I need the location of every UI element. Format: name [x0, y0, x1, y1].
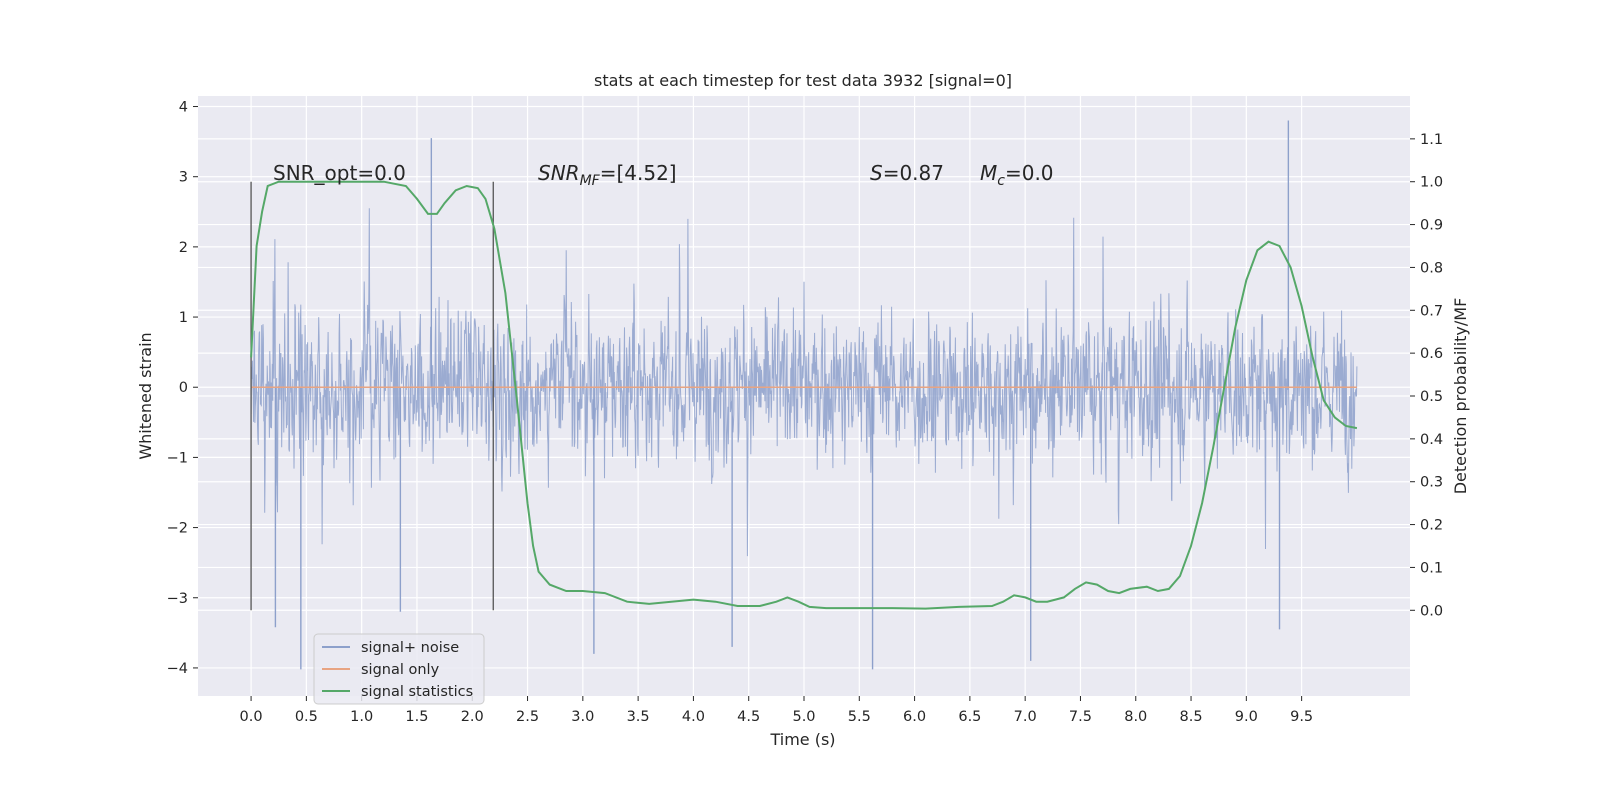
y-right-tick-label: 0.6 [1420, 346, 1443, 362]
x-tick-label: 9.5 [1290, 709, 1313, 725]
signal-statistics-line [250, 180, 1358, 610]
y-left-tick-label: −1 [167, 450, 188, 466]
legend-label-signal-only: signal only [361, 662, 440, 678]
y-right-tick-label: 0.2 [1420, 518, 1443, 534]
y-right-tick-label: 0.4 [1420, 432, 1443, 448]
annotation-s-symbol: S [870, 161, 883, 185]
y-right-tick-label: 0.9 [1420, 218, 1443, 234]
annotation-s: S=0.87 [870, 161, 944, 185]
x-tick-label: 6.0 [903, 709, 926, 725]
x-tick-label: 6.5 [958, 709, 981, 725]
y-left-tick-label: 3 [179, 170, 188, 186]
legend-box [313, 633, 485, 705]
annotation-snr-mf-symbol: SNR [538, 161, 580, 185]
y-left-tick-label: 1 [179, 310, 188, 326]
annotation-mc-value: =0.0 [1005, 161, 1054, 185]
y-right-tick-label: 1.1 [1420, 132, 1443, 148]
y-right-tick-label: 0.7 [1420, 303, 1443, 319]
y-right-tick-label: 0.8 [1420, 260, 1443, 276]
annotation-snr-opt: SNR_opt=0.0 [273, 161, 406, 185]
annotation-mc-symbol: M [980, 161, 997, 185]
x-tick-label: 7.0 [1014, 709, 1037, 725]
chart-title: stats at each timestep for test data 393… [594, 71, 1012, 90]
y-axis-left: −4 −3 −2 −1 0 1 2 3 4 [167, 100, 198, 677]
x-tick-label: 3.5 [627, 709, 650, 725]
y-left-tick-label: −2 [167, 521, 188, 537]
annotation-s-value: =0.87 [883, 161, 944, 185]
annotation-mc-subscript: c [997, 173, 1005, 189]
y-left-tick-label: 2 [179, 240, 188, 256]
y-left-tick-label: 4 [179, 100, 188, 116]
x-tick-label: 3.0 [571, 709, 594, 725]
x-tick-label: 9.0 [1235, 709, 1258, 725]
y-right-tick-label: 0.1 [1420, 560, 1443, 576]
annotation-snr-mf: SNRMF=[4.52] [538, 161, 677, 189]
y-right-tick-label: 0.5 [1420, 389, 1443, 405]
x-tick-label: 5.0 [792, 709, 815, 725]
legend: signal+ noise signal only signal statist… [313, 633, 485, 705]
annotation-snr-mf-value: =[4.52] [600, 161, 677, 185]
x-tick-label: 8.0 [1124, 709, 1147, 725]
x-tick-label: 0.0 [240, 709, 263, 725]
noise-trace-path [250, 208, 1358, 557]
y-left-tick-label: −4 [167, 661, 188, 677]
x-tick-label: 8.5 [1180, 709, 1203, 725]
x-tick-label: 2.0 [461, 709, 484, 725]
y-left-tick-label: 0 [179, 380, 188, 396]
annotation-mc: Mc=0.0 [980, 161, 1054, 189]
x-axis-label: Time (s) [769, 730, 835, 749]
y-left-tick-label: −3 [167, 591, 188, 607]
legend-label-statistics: signal statistics [361, 684, 473, 700]
x-tick-label: 4.0 [682, 709, 705, 725]
vertical-markers [250, 181, 494, 611]
y-right-tick-label: 1.0 [1420, 175, 1443, 191]
noise-trace [250, 120, 1358, 670]
x-tick-label: 1.0 [350, 709, 373, 725]
x-tick-label: 5.5 [848, 709, 871, 725]
annotation-snr-mf-subscript: MF [580, 173, 601, 189]
x-tick-label: 2.5 [516, 709, 539, 725]
x-axis: 0.0 0.5 1.0 1.5 2.0 2.5 3.0 3.5 4.0 4.5 5.0 5.5 6.0 6… [240, 696, 1313, 725]
y-axis-left-label: Whitened strain [136, 332, 155, 459]
x-tick-label: 1.5 [405, 709, 428, 725]
legend-label-noise: signal+ noise [361, 640, 459, 656]
x-tick-label: 7.5 [1069, 709, 1092, 725]
y-right-tick-label: 0.0 [1420, 603, 1443, 619]
x-tick-label: 0.5 [295, 709, 318, 725]
y-axis-right: 0.0 0.1 0.2 0.3 0.4 0.5 0.6 0.7 0.8 0.9 1.0 1.1 [1410, 132, 1443, 619]
y-right-tick-label: 0.3 [1420, 475, 1443, 491]
y-axis-right-label: Detection probability/MF [1451, 298, 1470, 495]
x-tick-label: 4.5 [737, 709, 760, 725]
